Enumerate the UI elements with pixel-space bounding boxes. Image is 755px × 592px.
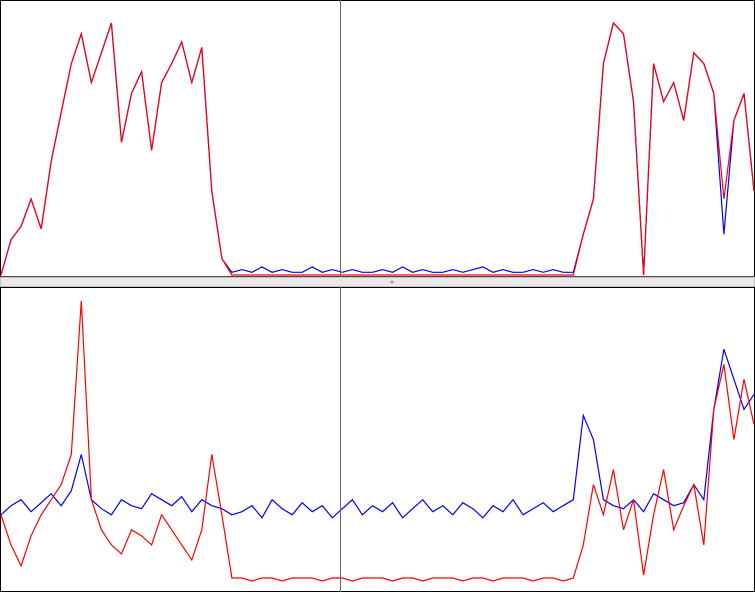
- series-line: [0, 349, 755, 519]
- splitter-grip: [390, 280, 394, 284]
- plots: [0, 21, 755, 582]
- splitter[interactable]: [0, 276, 755, 288]
- series-line: [0, 21, 755, 276]
- bottom-panel: [0, 287, 755, 592]
- top-panel: [0, 0, 755, 277]
- series-line: [0, 300, 755, 582]
